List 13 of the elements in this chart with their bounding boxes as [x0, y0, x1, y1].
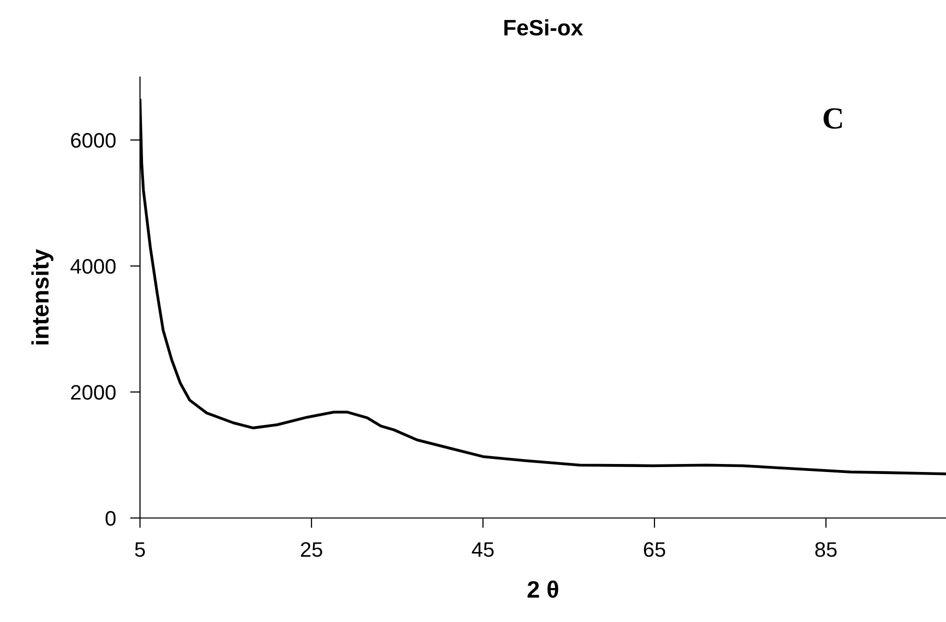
chart-title: FeSi-ox	[504, 19, 583, 36]
x-tick-label: 65	[644, 542, 666, 557]
x-tick-label: 5	[135, 542, 145, 557]
y-tick-label: 4000	[70, 259, 116, 274]
x-tick-label: 45	[472, 542, 494, 557]
y-tick-label: 2000	[71, 385, 116, 400]
x-tick-label: 25	[300, 542, 322, 557]
annotation: C	[824, 108, 842, 129]
y-tick-label: 6000	[71, 133, 116, 148]
x-tick-label: 85	[815, 542, 837, 557]
x-axis-title: 2 θ	[528, 580, 558, 598]
y-axis-title: intensity	[31, 249, 54, 344]
y-tick-label: 0	[106, 511, 116, 526]
